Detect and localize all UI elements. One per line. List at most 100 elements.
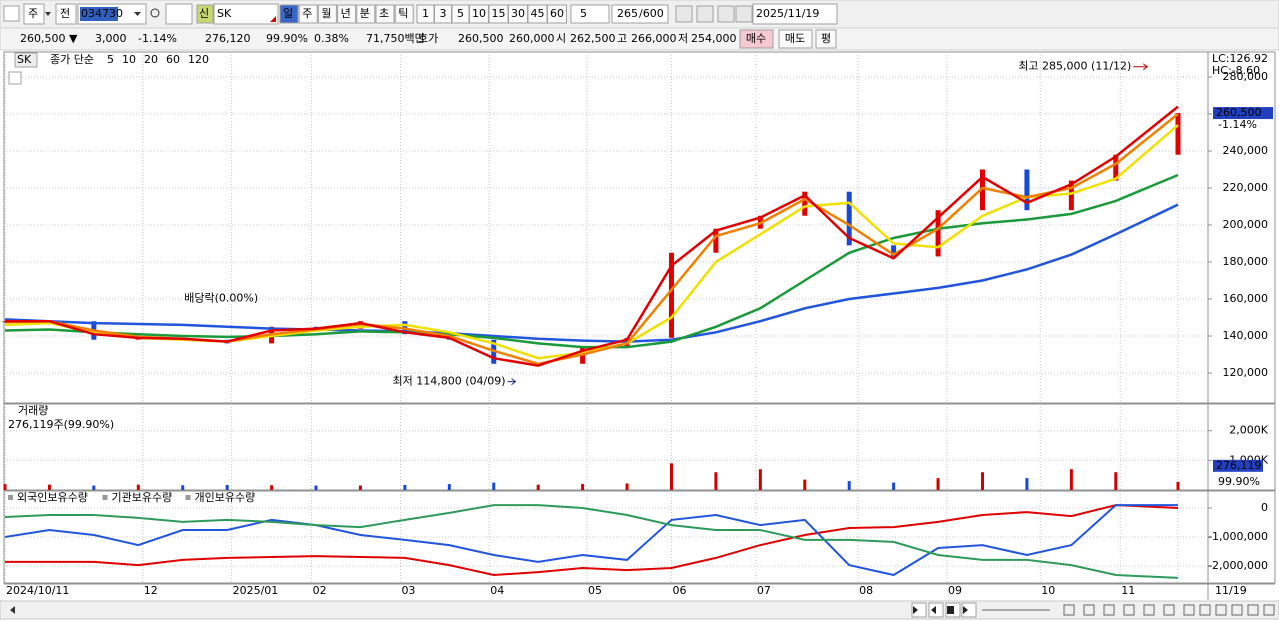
tool-icon[interactable] [735,5,753,23]
x-tick-label: 09 [948,584,962,597]
x-tick-label: 11 [1121,584,1135,597]
scroll-button[interactable] [961,602,977,618]
scroll-icon[interactable] [963,606,968,614]
period-button[interactable]: 초 [379,7,389,20]
new-button[interactable]: 신 [199,7,209,20]
interval-box[interactable] [547,4,567,24]
search-icon[interactable] [150,8,160,18]
name-box[interactable] [213,3,279,25]
tool-icon[interactable] [1263,604,1275,616]
period-button[interactable]: 틱 [398,7,408,20]
interval-button[interactable]: 1 [422,7,429,20]
scroll-icon[interactable] [913,606,918,614]
volume-bar [1176,481,1180,490]
volume-bar [581,484,585,490]
date-field[interactable]: 2025/11/19 [756,7,819,20]
period-button[interactable]: 일 [283,6,293,20]
interval-button[interactable]: 3 [440,7,447,20]
dropdown-arrow[interactable] [134,12,141,16]
tool-icon[interactable] [1083,604,1095,616]
candle [935,210,941,257]
interval-button[interactable]: 30 [511,7,525,20]
period-button[interactable]: 월 [321,7,331,20]
tool-icon[interactable] [1123,604,1135,616]
bars-box[interactable] [611,4,669,24]
tool-icon[interactable] [1063,604,1075,616]
tool-icon[interactable] [1163,604,1175,616]
market-box[interactable] [23,3,45,25]
scroll-left[interactable] [10,606,15,614]
tool-icon[interactable] [675,5,693,23]
prev-box[interactable] [55,3,77,25]
tool-icon[interactable] [717,5,735,23]
market-button[interactable]: 주 [28,7,38,20]
scroll-button[interactable] [911,602,927,618]
dropdown-arrow[interactable] [45,12,51,16]
symbol-box[interactable] [14,52,38,68]
legend-entry: 10 [122,53,136,66]
tool-icon[interactable] [1199,604,1211,616]
stock-code[interactable]: 034730 [81,7,123,20]
menu-icon[interactable] [3,5,20,22]
volume-bar [847,481,851,490]
interval-count[interactable]: 5 [580,7,587,20]
period-box[interactable] [298,4,318,24]
y-tick-label: 2,000K [1229,424,1268,437]
holding-line [4,504,1179,579]
date-box[interactable] [752,3,838,25]
annotation: 최저 114,800 (04/09) [393,375,506,388]
sell-button[interactable]: 매도 [785,32,805,45]
volume-bar [492,482,496,490]
prev-button[interactable]: 전 [60,7,70,20]
legend-entry: 20 [144,53,158,66]
period-box[interactable] [317,4,337,24]
candle [891,245,897,257]
interval-button[interactable]: 5 [457,7,464,20]
tool-icon[interactable] [696,5,714,23]
indicator-label: HC:-8.60 [1212,64,1260,77]
volume-bar [892,482,896,490]
interval-button[interactable]: 10 [472,7,486,20]
tool-icon[interactable] [1103,604,1115,616]
stock-name[interactable]: SK [217,7,232,20]
volume-bar [270,485,274,490]
scroll-icon[interactable] [931,606,936,614]
period-box[interactable] [356,4,376,24]
interval-button[interactable]: 15 [492,7,506,20]
buy-box[interactable] [739,29,774,49]
interval-button[interactable]: 45 [531,7,545,20]
period-box[interactable] [394,4,414,24]
volume-bar [92,485,96,490]
bar-count[interactable]: 265 [617,7,638,20]
legend-entry: 개인보유수량 [195,491,256,504]
tool-icon[interactable] [1183,604,1195,616]
legend-swatch [8,495,13,500]
quote-bar [0,27,1279,51]
avg-box[interactable] [815,29,837,49]
sell-box[interactable] [778,29,813,49]
period-box[interactable] [337,4,357,24]
tool-icon[interactable] [1247,604,1259,616]
tool-icon[interactable] [1231,604,1243,616]
quote-low: 254,000 [691,32,737,45]
pane [3,403,1276,491]
scroll-icon[interactable] [947,606,954,614]
period-button[interactable]: 분 [360,7,370,20]
speaker-box[interactable] [165,3,193,25]
period-button[interactable]: 주 [302,7,312,20]
tool-icon[interactable] [1215,604,1227,616]
volume-bar [936,478,940,490]
chart-title: SK [17,53,32,66]
period-box[interactable] [279,4,299,24]
name-corner [270,16,276,22]
interval-button[interactable]: 60 [550,7,564,20]
period-button[interactable]: 년 [341,7,351,20]
tool-icon[interactable] [1143,604,1155,616]
period-box[interactable] [375,4,395,24]
new-box[interactable] [196,4,214,24]
count-box[interactable] [570,4,610,24]
buy-button[interactable]: 매수 [746,32,766,45]
table-icon[interactable] [8,71,22,85]
volume-bar [714,472,718,490]
avg-button[interactable]: 평 [821,32,831,45]
